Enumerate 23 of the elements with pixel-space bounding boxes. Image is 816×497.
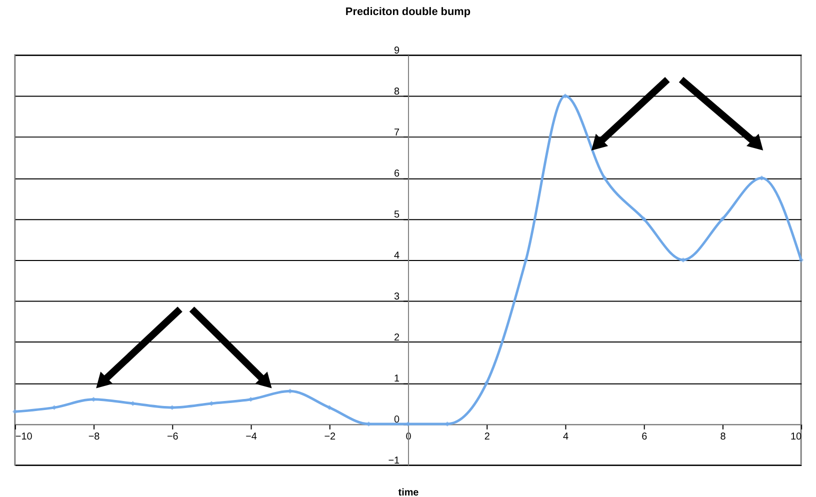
x-tick-label: 10: [790, 431, 802, 442]
y-tick-label: 8: [394, 86, 400, 98]
x-tick-label: −2: [324, 431, 336, 442]
y-tick-label: 6: [394, 168, 400, 180]
y-tick-label: 7: [394, 127, 400, 138]
x-tick-label: 2: [484, 431, 490, 442]
y-tick-label: 1: [394, 373, 400, 384]
x-tick-label: −6: [166, 431, 179, 442]
x-tick-label: 6: [642, 431, 648, 442]
x-tick-label: −8: [88, 431, 100, 442]
y-tick-label: 0: [394, 414, 400, 426]
y-tick-label: 9: [394, 45, 400, 56]
x-tick-label: −10: [15, 431, 33, 442]
y-tick-label: 4: [394, 250, 400, 262]
x-tick-label: 4: [562, 431, 569, 442]
x-axis-title: time: [398, 487, 420, 497]
y-tick-label: 3: [394, 291, 400, 302]
x-tick-label: −4: [246, 431, 258, 442]
y-tick-label: 5: [394, 209, 400, 220]
y-tick-label: 2: [394, 332, 400, 344]
chart-title: Prediciton double bump: [345, 6, 471, 18]
x-tick-label: 8: [720, 431, 726, 442]
y-tick-label: −1: [388, 455, 400, 466]
